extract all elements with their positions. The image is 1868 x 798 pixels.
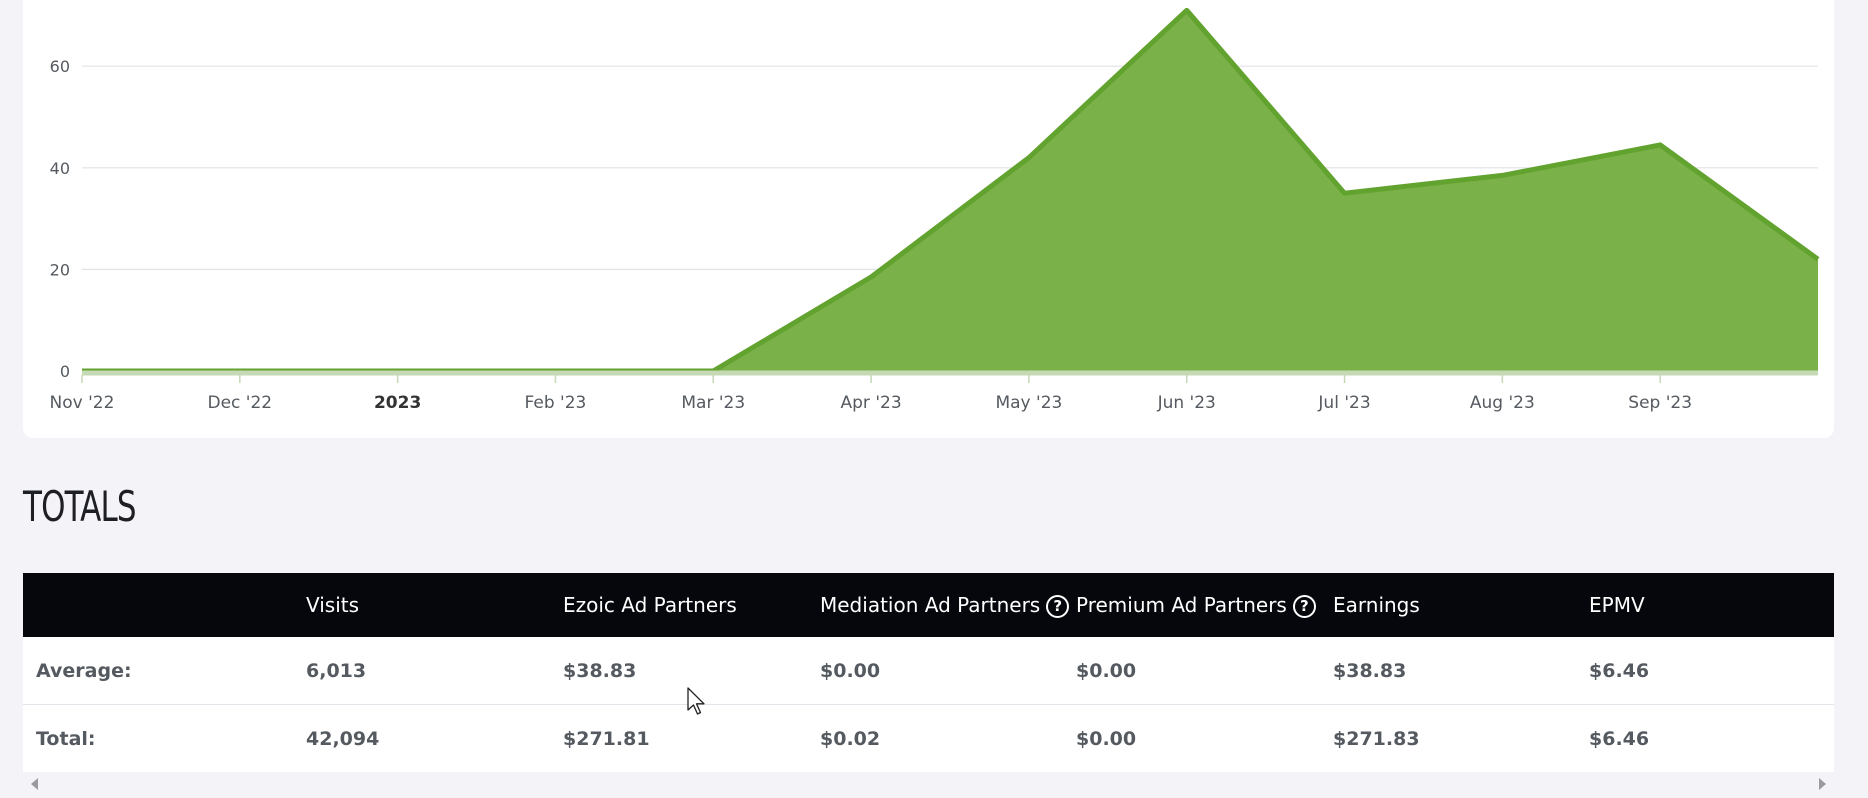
horizontal-scrollbar[interactable]	[23, 772, 1834, 794]
y-tick-label: 60	[50, 57, 70, 76]
cell-ezoic: $271.81	[563, 704, 820, 773]
cell-epmv: $6.46	[1589, 704, 1834, 773]
question-circle-icon[interactable]: ?	[1292, 594, 1316, 618]
x-tick-label: May '23	[995, 393, 1062, 413]
table-header-row: Visits Ezoic Ad Partners Mediation Ad Pa…	[23, 573, 1834, 637]
question-circle-icon[interactable]: ?	[1046, 594, 1070, 618]
x-tick-label: Apr '23	[841, 393, 902, 413]
x-tick-label: Nov '22	[50, 393, 115, 413]
totals-heading: TOTALS	[23, 482, 137, 531]
y-tick-label: 20	[50, 260, 70, 279]
table-row-average: Average: 6,013 $38.83 $0.00 $0.00 $38.83…	[23, 637, 1834, 705]
cell-mediation: $0.02	[820, 704, 1076, 773]
header-epmv[interactable]: EPMV	[1589, 573, 1834, 637]
x-tick-label: Jul '23	[1317, 393, 1370, 413]
cell-epmv: $6.46	[1589, 637, 1834, 705]
mouse-pointer-icon	[687, 687, 705, 715]
table-row-total: Total: 42,094 $271.81 $0.02 $0.00 $271.8…	[23, 704, 1834, 773]
cell-visits: 6,013	[306, 637, 563, 705]
chevron-left-icon[interactable]	[31, 778, 38, 790]
header-visits[interactable]: Visits	[306, 573, 563, 637]
x-tick-label: Sep '23	[1628, 393, 1692, 413]
chart-card: 0 20 40 60 Nov '22 Dec '22 2023 Feb '23 Mar '23 A…	[23, 0, 1834, 438]
row-label: Total:	[23, 704, 306, 773]
header-label-column	[23, 573, 306, 637]
x-tick-label: Aug '23	[1470, 393, 1535, 413]
cell-earnings: $271.83	[1333, 704, 1589, 773]
header-premium-label: Premium Ad Partners	[1076, 592, 1287, 617]
cell-visits: 42,094	[306, 704, 563, 773]
y-tick-label: 0	[60, 362, 70, 381]
earnings-area-chart: 0 20 40 60 Nov '22 Dec '22 2023 Feb '23 Mar '23 A…	[50, 7, 1820, 413]
header-mediation-label: Mediation Ad Partners	[820, 592, 1041, 617]
series-area	[82, 10, 1818, 371]
cell-earnings: $38.83	[1333, 637, 1589, 705]
cell-mediation: $0.00	[820, 637, 1076, 705]
cell-premium: $0.00	[1076, 704, 1333, 773]
header-ezoic-ad-partners[interactable]: Ezoic Ad Partners	[563, 573, 820, 637]
y-tick-label: 40	[50, 159, 70, 178]
header-premium-ad-partners[interactable]: Premium Ad Partners?	[1076, 573, 1333, 637]
cell-premium: $0.00	[1076, 637, 1333, 705]
x-tick-label: 2023	[374, 393, 421, 413]
totals-table: Visits Ezoic Ad Partners Mediation Ad Pa…	[23, 573, 1834, 773]
chevron-right-icon[interactable]	[1819, 778, 1826, 790]
x-tick-label: Dec '22	[208, 393, 273, 413]
header-earnings[interactable]: Earnings	[1333, 573, 1589, 637]
header-mediation-ad-partners[interactable]: Mediation Ad Partners?	[820, 573, 1076, 637]
row-label: Average:	[23, 637, 306, 705]
x-tick-label: Jun '23	[1157, 393, 1216, 413]
x-tick-label: Feb '23	[525, 393, 587, 413]
x-tick-label: Mar '23	[681, 393, 745, 413]
